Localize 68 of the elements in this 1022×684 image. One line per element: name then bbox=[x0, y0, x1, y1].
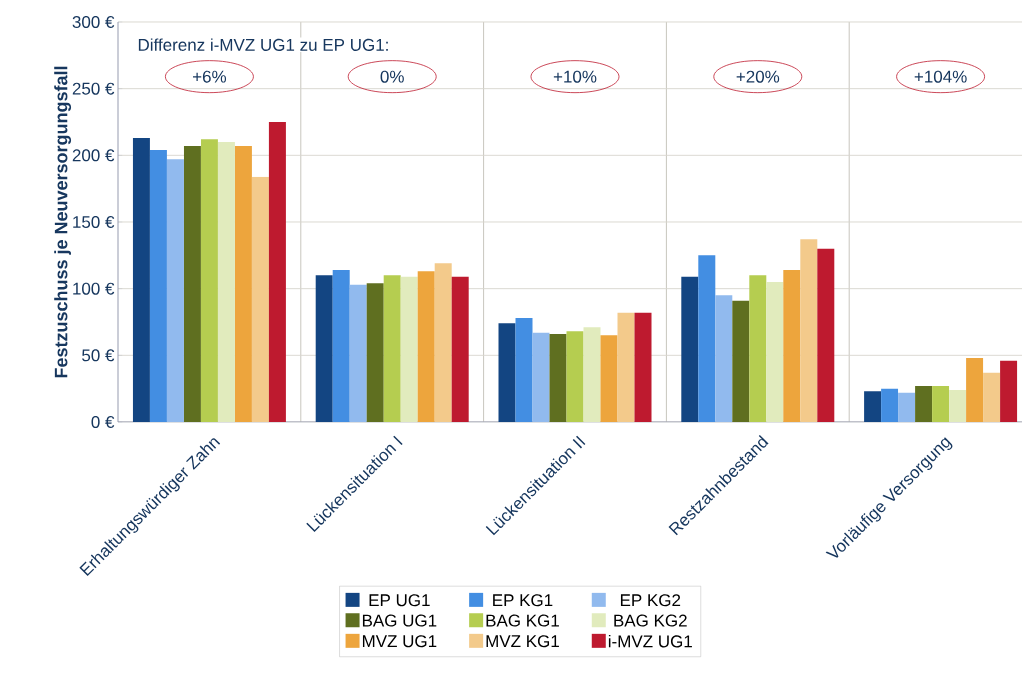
legend-label: MVZ KG1 bbox=[486, 635, 559, 648]
bar bbox=[349, 284, 367, 422]
bar bbox=[783, 269, 801, 422]
bar bbox=[315, 275, 333, 422]
bar bbox=[515, 317, 533, 422]
bar bbox=[383, 275, 401, 422]
bar bbox=[400, 276, 418, 422]
legend-label: EP KG1 bbox=[493, 594, 553, 607]
bar bbox=[617, 312, 635, 422]
y-tick-label: 300 € bbox=[72, 15, 115, 29]
annotation: +104% bbox=[914, 70, 967, 83]
legend-label: BAG KG2 bbox=[614, 614, 687, 627]
legend-label: BAG UG1 bbox=[362, 614, 437, 627]
bar bbox=[166, 159, 184, 422]
bar bbox=[949, 389, 967, 422]
bar bbox=[451, 276, 469, 422]
bar bbox=[817, 248, 835, 422]
bar bbox=[200, 139, 218, 422]
legend-label: MVZ UG1 bbox=[362, 635, 437, 648]
bar bbox=[132, 137, 150, 422]
annotation: Differenz i-MVZ UG1 zu EP UG1: bbox=[138, 38, 388, 51]
y-tick-label: 150 € bbox=[73, 215, 115, 229]
bar bbox=[983, 372, 1001, 422]
y-tick-label: 0 € bbox=[91, 415, 115, 429]
bar bbox=[183, 145, 201, 422]
bar bbox=[1000, 360, 1018, 422]
y-tick-label: 50 € bbox=[82, 349, 115, 362]
bar bbox=[149, 149, 167, 422]
bar bbox=[898, 392, 916, 422]
bar bbox=[864, 391, 882, 422]
bar bbox=[715, 295, 733, 422]
y-tick-label: 100 € bbox=[73, 282, 115, 295]
bar bbox=[417, 271, 435, 422]
annotation: 0% bbox=[380, 70, 404, 83]
bar bbox=[217, 141, 235, 422]
bar bbox=[766, 281, 784, 422]
bar bbox=[434, 263, 452, 422]
bar bbox=[749, 275, 767, 422]
y-axis-title: Festzuschuss je Neuversorgungsfall bbox=[54, 66, 72, 378]
bar bbox=[566, 331, 584, 422]
bar bbox=[966, 357, 984, 422]
bar bbox=[600, 335, 618, 422]
bar bbox=[532, 332, 550, 422]
bar bbox=[366, 283, 384, 422]
bar bbox=[634, 312, 652, 422]
bar bbox=[332, 269, 350, 422]
legend-label: EP KG2 bbox=[620, 594, 681, 607]
bar bbox=[681, 276, 699, 422]
legend-label: BAG KG1 bbox=[486, 614, 559, 627]
bar bbox=[800, 239, 818, 422]
bar bbox=[732, 300, 750, 422]
bar bbox=[498, 323, 516, 422]
bar bbox=[251, 176, 269, 422]
bar bbox=[234, 145, 252, 422]
legend-label: i-MVZ UG1 bbox=[608, 634, 692, 648]
bar bbox=[583, 327, 601, 422]
annotation: +20% bbox=[736, 70, 780, 83]
bar bbox=[268, 121, 286, 422]
bar bbox=[932, 385, 950, 422]
annotation: +10% bbox=[553, 70, 597, 83]
bar bbox=[915, 385, 933, 422]
bar bbox=[698, 255, 716, 422]
y-tick-label: 250 € bbox=[72, 82, 115, 95]
y-tick-label: 200 € bbox=[72, 149, 115, 162]
annotation: +6% bbox=[192, 70, 227, 83]
bar bbox=[881, 388, 899, 422]
bar bbox=[549, 333, 567, 422]
legend-label: EP UG1 bbox=[369, 594, 430, 607]
